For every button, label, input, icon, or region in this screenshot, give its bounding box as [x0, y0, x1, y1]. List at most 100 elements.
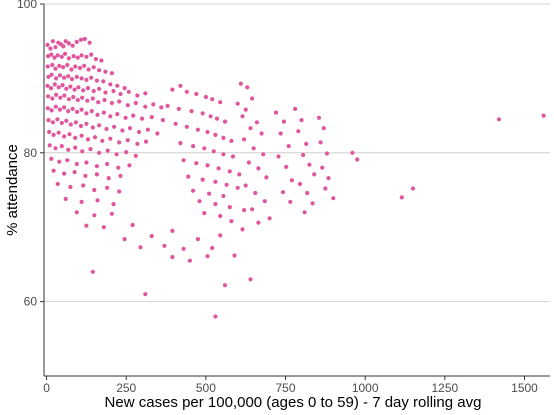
data-point	[99, 58, 104, 63]
data-point	[51, 132, 56, 137]
data-point	[62, 93, 67, 98]
data-point	[84, 121, 89, 126]
data-point	[149, 234, 154, 239]
data-points	[45, 36, 546, 319]
data-point	[304, 141, 309, 146]
data-point	[240, 227, 245, 232]
data-point	[52, 82, 57, 87]
data-point	[59, 144, 64, 149]
data-point	[80, 149, 85, 154]
data-point	[69, 77, 75, 82]
data-point	[76, 85, 81, 90]
data-point	[70, 106, 75, 111]
data-point	[92, 213, 97, 218]
data-point	[103, 69, 108, 74]
data-point	[62, 134, 67, 139]
y-tick-label: 100	[17, 0, 37, 11]
data-point	[321, 126, 326, 131]
data-point	[51, 168, 56, 173]
data-point	[97, 86, 102, 91]
data-point	[66, 109, 71, 114]
data-point	[84, 111, 89, 116]
data-point	[101, 110, 106, 115]
data-point	[66, 41, 71, 46]
data-point	[410, 186, 416, 191]
data-point	[186, 174, 191, 179]
data-point	[248, 277, 253, 282]
data-point	[112, 124, 117, 129]
data-point	[213, 314, 218, 319]
data-point	[74, 39, 79, 45]
data-point	[200, 111, 205, 116]
data-point	[127, 126, 133, 131]
data-point	[218, 213, 223, 219]
data-point	[74, 74, 79, 79]
data-point	[114, 152, 119, 157]
data-point	[323, 186, 328, 191]
data-point	[125, 138, 130, 143]
data-point	[64, 86, 69, 91]
data-point	[124, 150, 129, 155]
data-point	[90, 96, 95, 101]
data-point	[72, 87, 77, 92]
data-point	[170, 254, 175, 260]
data-point	[202, 211, 207, 216]
data-point	[159, 105, 164, 110]
data-point	[312, 172, 317, 177]
data-point	[191, 144, 196, 149]
data-point	[73, 64, 78, 69]
data-point	[96, 100, 101, 105]
data-point	[82, 63, 87, 68]
data-point	[178, 83, 183, 88]
data-point	[155, 131, 160, 136]
data-point	[310, 201, 315, 206]
data-point	[45, 42, 50, 48]
data-point	[100, 138, 105, 143]
data-point	[245, 85, 250, 90]
data-point	[117, 140, 122, 145]
data-point	[237, 172, 242, 177]
data-point	[126, 89, 131, 94]
data-point	[111, 88, 116, 94]
y-tick-label: 80	[24, 146, 38, 160]
data-point	[210, 97, 215, 102]
data-point	[53, 66, 58, 71]
data-point	[122, 86, 127, 91]
data-point	[176, 106, 181, 111]
data-point	[62, 75, 67, 80]
data-point	[105, 161, 110, 167]
data-point	[229, 138, 234, 143]
data-point	[251, 146, 256, 151]
data-point	[205, 163, 210, 168]
data-point	[318, 140, 323, 145]
grid-lines	[44, 3, 550, 303]
data-point	[181, 158, 186, 163]
data-point	[120, 128, 125, 133]
data-point	[115, 83, 120, 88]
data-point	[79, 133, 84, 138]
data-point	[109, 71, 114, 76]
data-point	[170, 87, 175, 92]
data-point	[66, 56, 71, 61]
data-point	[133, 100, 138, 106]
data-point	[75, 109, 80, 114]
data-point	[109, 211, 114, 216]
data-point	[232, 253, 237, 258]
data-point	[49, 156, 54, 161]
data-point	[62, 105, 67, 110]
data-point	[140, 116, 145, 121]
data-point	[211, 149, 216, 154]
data-point	[222, 283, 228, 288]
data-point	[281, 119, 286, 124]
data-point	[54, 92, 59, 97]
data-point	[297, 181, 302, 187]
data-point	[84, 77, 89, 82]
data-point	[213, 179, 218, 184]
data-point	[125, 103, 130, 108]
data-point	[187, 258, 192, 263]
data-point	[79, 76, 84, 81]
data-point	[75, 97, 80, 103]
data-point	[86, 67, 91, 72]
data-point	[55, 181, 60, 187]
